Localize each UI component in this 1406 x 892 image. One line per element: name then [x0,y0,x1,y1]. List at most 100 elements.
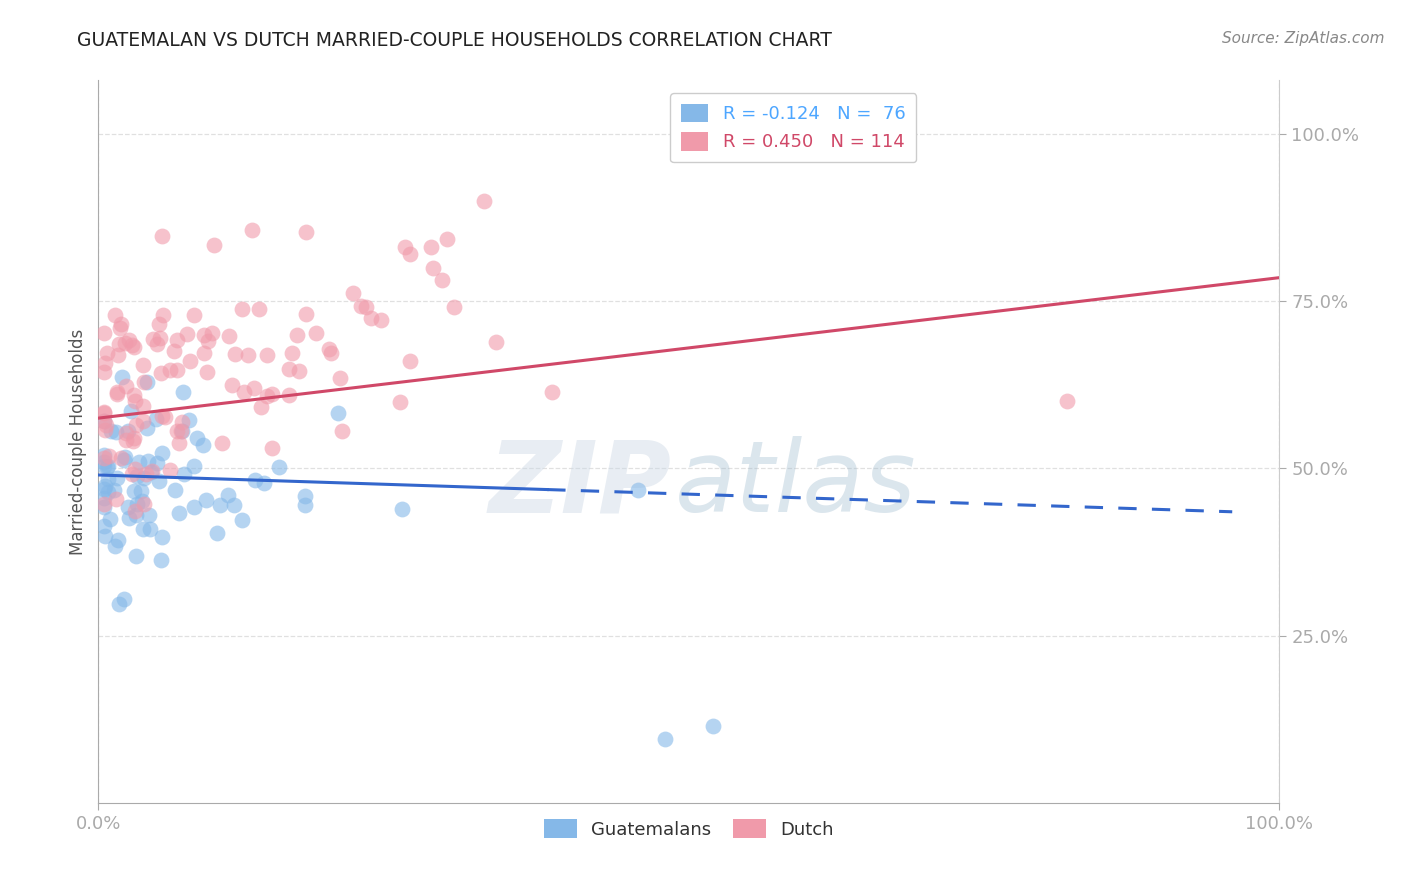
Point [218,329,240,343]
Point [236,348,259,362]
Point [142,333,165,347]
Point [136,454,159,468]
Point [124,431,146,445]
Point [354,300,377,314]
Point [124,508,146,522]
Point [388,395,411,409]
Point [295,307,318,321]
Point [98,512,121,526]
Point [202,237,225,252]
Point [205,526,228,541]
Point [100,424,122,438]
Point [285,328,308,343]
Point [256,389,278,403]
Point [124,462,146,476]
Point [129,484,152,499]
Point [108,597,131,611]
Legend: Guatemalans, Dutch: Guatemalans, Dutch [537,812,841,846]
Point [110,318,132,332]
Point [217,488,239,502]
Point [150,530,173,544]
Point [93,405,115,419]
Point [370,313,392,327]
Point [152,409,174,423]
Point [702,719,724,733]
Point [243,381,266,395]
Point [260,441,283,455]
Point [114,335,136,350]
Point [93,455,115,469]
Point [193,346,215,360]
Point [398,247,420,261]
Point [201,326,224,340]
Point [194,492,217,507]
Point [328,406,350,420]
Point [233,385,256,400]
Point [134,375,156,389]
Point [122,340,145,354]
Point [152,308,174,322]
Point [654,732,676,747]
Point [436,232,458,246]
Point [131,493,153,508]
Point [94,356,117,370]
Point [398,353,420,368]
Point [260,387,283,401]
Point [93,414,115,428]
Point [197,334,219,348]
Point [209,498,232,512]
Point [93,326,115,341]
Point [183,308,205,322]
Point [330,424,353,438]
Point [240,223,263,237]
Point [97,484,120,499]
Point [294,489,316,503]
Point [474,194,496,208]
Point [108,320,131,334]
Point [117,511,139,525]
Text: Source: ZipAtlas.com: Source: ZipAtlas.com [1222,31,1385,46]
Point [124,388,146,402]
Point [117,333,139,347]
Point [146,337,169,351]
Point [93,482,115,496]
Point [288,364,311,378]
Point [280,346,302,360]
Point [105,425,128,439]
Point [121,338,143,352]
Point [96,459,118,474]
Point [94,478,117,492]
Point [139,522,162,536]
Point [105,471,128,485]
Point [132,522,155,536]
Point [342,286,364,301]
Point [97,449,120,463]
Point [93,500,115,515]
Point [117,500,139,514]
Point [148,474,170,488]
Point [179,354,201,368]
Point [1056,394,1078,409]
Point [105,385,128,400]
Point [93,365,115,379]
Point [269,460,291,475]
Point [294,498,316,512]
Point [166,424,188,438]
Point [112,592,135,607]
Point [231,513,253,527]
Point [110,451,132,466]
Point [159,463,181,477]
Point [134,471,156,485]
Point [134,497,156,511]
Point [141,465,163,479]
Point [183,500,205,515]
Point [177,413,200,427]
Point [135,467,157,481]
Point [163,343,186,358]
Point [125,549,148,564]
Point [329,370,352,384]
Point [253,476,276,491]
Point [360,311,382,326]
Point [131,399,153,413]
Point [114,426,136,441]
